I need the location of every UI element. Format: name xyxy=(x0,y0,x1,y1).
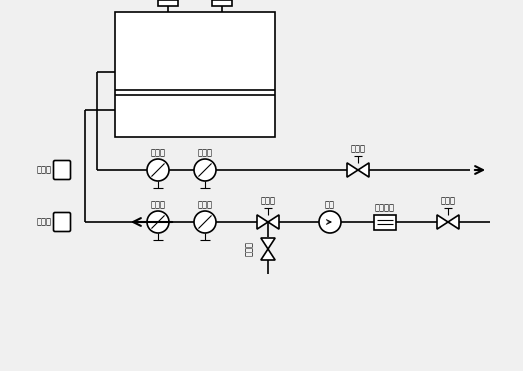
Polygon shape xyxy=(261,238,275,249)
FancyBboxPatch shape xyxy=(53,161,71,180)
Text: 管接头: 管接头 xyxy=(37,217,52,227)
Polygon shape xyxy=(448,215,459,229)
Polygon shape xyxy=(268,215,279,229)
Circle shape xyxy=(147,211,169,233)
Polygon shape xyxy=(437,215,448,229)
Polygon shape xyxy=(358,163,369,177)
Circle shape xyxy=(147,159,169,181)
Text: 压力表: 压力表 xyxy=(151,148,165,157)
Circle shape xyxy=(194,211,216,233)
Polygon shape xyxy=(257,215,268,229)
Text: 水泵: 水泵 xyxy=(325,200,335,209)
Text: 温度表: 温度表 xyxy=(198,200,212,209)
FancyBboxPatch shape xyxy=(53,213,71,232)
Text: 排水管: 排水管 xyxy=(245,242,254,256)
Bar xyxy=(374,214,396,230)
Circle shape xyxy=(194,159,216,181)
Text: 管接头: 管接头 xyxy=(37,165,52,174)
Text: 维修阀: 维修阀 xyxy=(350,145,366,154)
Bar xyxy=(212,0,232,6)
Text: 维修阀: 维修阀 xyxy=(440,197,456,206)
Polygon shape xyxy=(261,249,275,260)
Bar xyxy=(158,0,178,6)
Text: 压力表: 压力表 xyxy=(151,200,165,209)
Circle shape xyxy=(319,211,341,233)
Polygon shape xyxy=(347,163,358,177)
Text: 调节阀: 调节阀 xyxy=(260,197,276,206)
Text: 水过滤器: 水过滤器 xyxy=(375,204,395,213)
Text: 温度表: 温度表 xyxy=(198,148,212,157)
Bar xyxy=(115,12,275,137)
